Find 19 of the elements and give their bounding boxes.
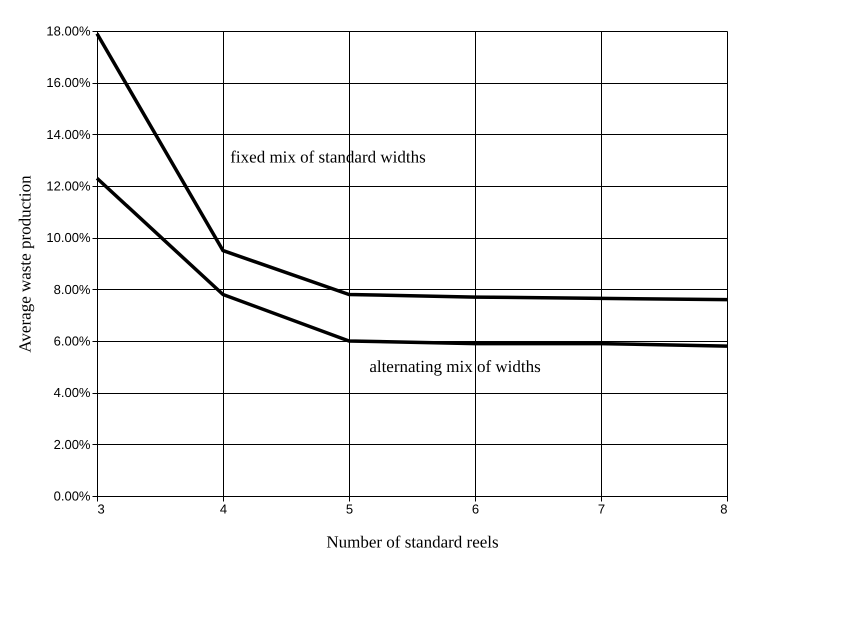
x-tick-label: 7 — [598, 502, 606, 516]
y-tick-label: 12.00% — [46, 178, 91, 194]
y-tick-label: 6.00% — [54, 334, 91, 348]
y-tick-label: 4.00% — [54, 385, 91, 400]
y-axis-title: Average waste production — [15, 174, 34, 353]
x-axis-title: Number of standard reels — [326, 532, 499, 552]
x-tick-label: 5 — [346, 502, 354, 516]
x-tick-label: 6 — [472, 502, 480, 516]
series-label: alternating mix of widths — [369, 357, 541, 376]
y-tick-label: 16.00% — [46, 75, 91, 90]
y-tick-label: 18.00% — [46, 24, 91, 38]
y-tick-label: 8.00% — [54, 282, 91, 297]
x-tick-label: 3 — [98, 502, 105, 516]
y-tick-label: 0.00% — [54, 488, 91, 504]
x-tick-label: 4 — [220, 502, 228, 516]
y-tick-label: 14.00% — [46, 126, 91, 142]
y-tick-label: 2.00% — [54, 436, 91, 452]
x-tick-label: 8 — [720, 502, 728, 516]
y-tick-label: 10.00% — [46, 230, 91, 246]
